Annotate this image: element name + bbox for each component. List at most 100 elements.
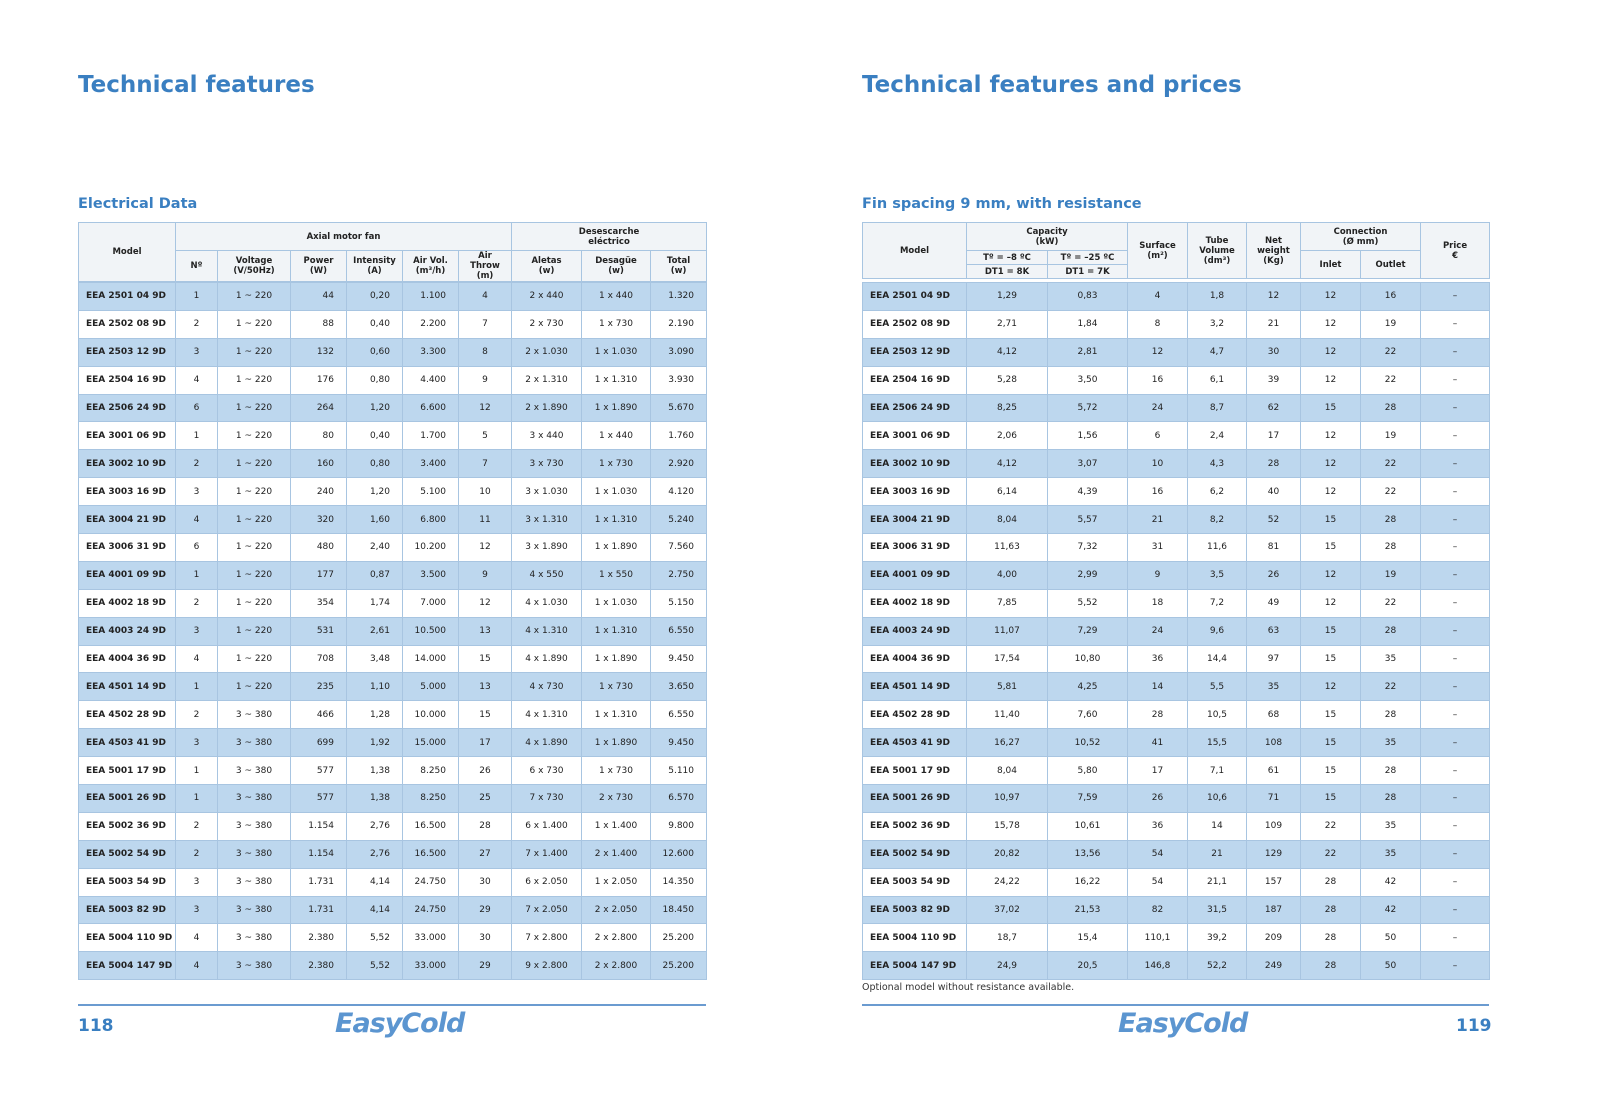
table-cell: 4,14 — [346, 867, 403, 897]
table-cell: 15 — [1300, 393, 1361, 423]
table-cell: 33.000 — [402, 923, 459, 953]
table-row: EEA 2506 24 9D 6 1 ~ 220 264 1,20 6.600 12 2 x … — [78, 393, 707, 423]
table-cell: 7.000 — [402, 588, 459, 618]
table-cell: 24 — [1127, 393, 1188, 423]
header-cell: Outlet — [1360, 250, 1422, 279]
table-cell: 12 — [1300, 588, 1361, 618]
header-group: Connection (Ø mm) — [1300, 222, 1422, 251]
table-cell: 209 — [1246, 923, 1301, 953]
table-cell: – — [1420, 700, 1490, 730]
table-cell: 354 — [290, 588, 347, 618]
model-cell: EEA 4002 18 9D — [78, 588, 176, 618]
table-cell: 7,85 — [966, 588, 1048, 618]
table-cell: 22 — [1360, 588, 1421, 618]
table-cell: 11 — [458, 505, 512, 535]
table-cell: 1 x 1.400 — [581, 811, 651, 841]
page-title: Technical features and prices — [862, 72, 1242, 98]
table-cell: 3 ~ 380 — [217, 951, 291, 981]
table-cell: 1,28 — [346, 700, 403, 730]
table-cell: 22 — [1360, 672, 1421, 702]
model-cell: EEA 4503 41 9D — [78, 728, 176, 758]
table-cell: 0,87 — [346, 560, 403, 590]
table-cell: 6.550 — [650, 700, 707, 730]
table-cell: – — [1420, 784, 1490, 813]
table-cell: 9 x 2.800 — [511, 951, 582, 981]
table-cell: 146,8 — [1127, 951, 1188, 981]
table-cell: 6 — [175, 533, 218, 562]
table-cell: 2 — [175, 839, 218, 869]
table-cell: 19 — [1360, 560, 1421, 590]
table-cell: 6.600 — [402, 393, 459, 423]
table-cell: 5,52 — [1047, 588, 1128, 618]
table-cell: 5.670 — [650, 393, 707, 423]
model-cell: EEA 3001 06 9D — [862, 421, 967, 451]
table-cell: 109 — [1246, 811, 1301, 841]
header-cell: Voltage (V/50Hz) — [217, 250, 291, 282]
table-cell: 1 ~ 220 — [217, 449, 291, 479]
table-cell: 3 ~ 380 — [217, 700, 291, 730]
table-row: EEA 3004 21 9D 4 1 ~ 220 320 1,60 6.800 11 3 x … — [78, 505, 707, 535]
table-cell: 7 x 730 — [511, 784, 582, 813]
table-cell: – — [1420, 393, 1490, 423]
table-cell: 6 x 730 — [511, 756, 582, 786]
table-cell: 24.750 — [402, 867, 459, 897]
table-cell: 9.450 — [650, 728, 707, 758]
table-cell: 15 — [1300, 644, 1361, 674]
table-cell: 3 x 1.310 — [511, 505, 582, 535]
table-cell: 4 — [175, 365, 218, 395]
table-cell: 12 — [1300, 337, 1361, 367]
table-cell: 15 — [458, 644, 512, 674]
model-cell: EEA 3006 31 9D — [78, 533, 176, 562]
model-cell: EEA 5001 26 9D — [862, 784, 967, 813]
table-cell: 7,1 — [1187, 756, 1247, 786]
table-cell: 577 — [290, 784, 347, 813]
header-cell: Model — [862, 222, 967, 279]
table-cell: 531 — [290, 616, 347, 646]
table-cell: 4,12 — [966, 337, 1048, 367]
table-cell: 50 — [1360, 951, 1421, 981]
table-cell: 15 — [1300, 700, 1361, 730]
table-cell: 28 — [1300, 895, 1361, 925]
table-cell: 8,7 — [1187, 393, 1247, 423]
page-number: 118 — [78, 1016, 114, 1036]
table-cell: 4 x 730 — [511, 672, 582, 702]
table-cell: 4 x 1.890 — [511, 728, 582, 758]
table-cell: 4,39 — [1047, 477, 1128, 507]
table-cell: 577 — [290, 756, 347, 786]
table-cell: 0,60 — [346, 337, 403, 367]
table-cell: 3 ~ 380 — [217, 839, 291, 869]
table-cell: 29 — [458, 951, 512, 981]
table-cell: 10.500 — [402, 616, 459, 646]
table-cell: 15 — [1300, 728, 1361, 758]
table-cell: 15 — [1300, 533, 1361, 562]
header-cell: Aletas (w) — [511, 250, 583, 282]
model-cell: EEA 5002 36 9D — [862, 811, 967, 841]
table-cell: 6 — [1127, 421, 1188, 451]
table-cell: 22 — [1360, 337, 1421, 367]
model-cell: EEA 4503 41 9D — [862, 728, 967, 758]
table-cell: 1 ~ 220 — [217, 672, 291, 702]
table-cell: 14,4 — [1187, 644, 1247, 674]
table-cell: 28 — [1360, 700, 1421, 730]
table-cell: 26 — [458, 756, 512, 786]
table-cell: 8,25 — [966, 393, 1048, 423]
table-cell: 52 — [1246, 505, 1301, 535]
table-cell: 1.100 — [402, 282, 459, 311]
table-cell: 36 — [1127, 644, 1188, 674]
table-cell: 1 — [175, 421, 218, 451]
table-cell: 16.500 — [402, 839, 459, 869]
table-cell: 1 ~ 220 — [217, 365, 291, 395]
table-cell: 2.190 — [650, 309, 707, 339]
table-cell: 1 — [175, 560, 218, 590]
table-cell: 5,28 — [966, 365, 1048, 395]
table-cell: 1 ~ 220 — [217, 421, 291, 451]
table-cell: 320 — [290, 505, 347, 535]
header-cell: Tº = –25 ºC — [1046, 250, 1129, 265]
header-cell: Tube Volume (dm³) — [1187, 222, 1248, 279]
table-cell: 15 — [458, 700, 512, 730]
table-cell: 15.000 — [402, 728, 459, 758]
table-cell: 240 — [290, 477, 347, 507]
table-cell: 4 — [1127, 282, 1188, 311]
table-cell: 2.200 — [402, 309, 459, 339]
table-cell: 1 — [175, 784, 218, 813]
